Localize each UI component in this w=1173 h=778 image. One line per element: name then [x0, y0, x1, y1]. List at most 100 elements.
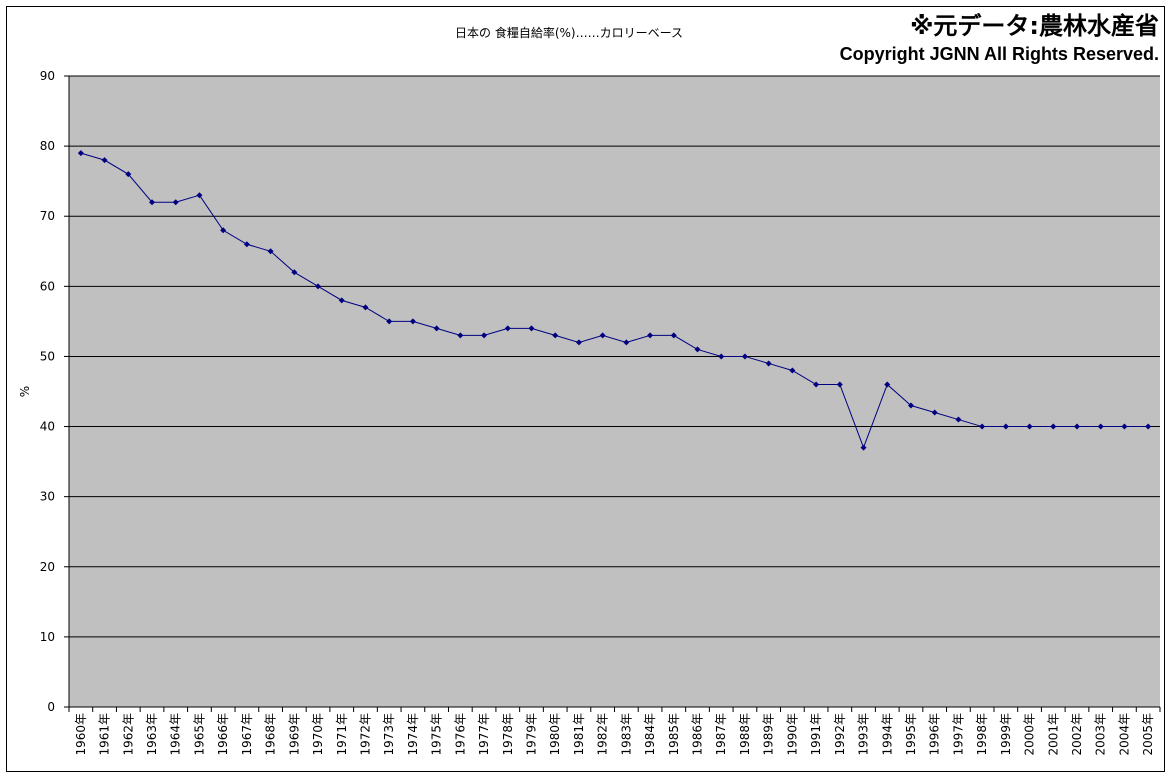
x-tick-label: 1997年 — [951, 713, 965, 756]
data-point — [1073, 423, 1080, 430]
data-point — [504, 325, 511, 332]
x-tick-label: 1973年 — [382, 713, 396, 756]
x-tick-label: 1992年 — [833, 713, 847, 756]
x-tick-label: 2004年 — [1117, 713, 1131, 756]
y-tick-label: 20 — [40, 560, 55, 574]
data-point — [765, 360, 772, 367]
x-tick-label: 1962年 — [121, 713, 135, 756]
data-point — [955, 416, 962, 423]
y-tick-label: 60 — [40, 279, 55, 293]
x-tick-label: 1966年 — [216, 713, 230, 756]
x-tick-label: 1968年 — [264, 713, 278, 756]
x-tick-label: 1971年 — [335, 713, 349, 756]
data-point — [196, 192, 203, 199]
x-tick-label: 1990年 — [785, 713, 799, 756]
data-point — [1145, 423, 1152, 430]
plot-area — [69, 76, 1160, 707]
data-point — [457, 332, 464, 339]
x-tick-label: 1980年 — [548, 713, 562, 756]
data-point — [291, 269, 298, 276]
data-point — [77, 150, 84, 157]
data-point — [362, 304, 369, 311]
x-tick-label: 1963年 — [145, 713, 159, 756]
x-tick-label: 1987年 — [714, 713, 728, 756]
data-point — [647, 332, 654, 339]
x-tick-label: 1989年 — [762, 713, 776, 756]
data-point — [599, 332, 606, 339]
data-point — [315, 283, 322, 290]
series-line — [80, 152, 1149, 450]
data-point — [623, 339, 630, 346]
x-tick-label: 1969年 — [287, 713, 301, 756]
data-point — [813, 381, 820, 388]
y-tick-label: 40 — [40, 420, 55, 434]
data-point — [267, 248, 274, 255]
x-tick-label: 1967年 — [240, 713, 254, 756]
data-point — [172, 199, 179, 206]
x-tick-label: 1991年 — [809, 713, 823, 756]
data-point — [528, 325, 535, 332]
x-tick-label: 1983年 — [619, 713, 633, 756]
x-tick-label: 1978年 — [501, 713, 515, 756]
x-tick-label: 1975年 — [430, 713, 444, 756]
data-point — [907, 402, 914, 409]
x-tick-label: 1988年 — [738, 713, 752, 756]
data-point — [979, 423, 986, 430]
x-tick-label: 1972年 — [358, 713, 372, 756]
data-points — [77, 150, 1152, 451]
data-point — [338, 297, 345, 304]
x-tick-label: 2001年 — [1046, 713, 1060, 756]
data-point — [125, 171, 132, 178]
data-point — [836, 381, 843, 388]
x-tick-label: 1993年 — [857, 713, 871, 756]
x-tick-label: 1961年 — [98, 713, 112, 756]
data-point — [789, 367, 796, 374]
data-point — [860, 444, 867, 451]
data-point — [481, 332, 488, 339]
y-axis-label: % — [18, 386, 32, 397]
x-tick-label: 1976年 — [453, 713, 467, 756]
y-tick-label: 70 — [40, 209, 55, 223]
data-point — [220, 227, 227, 234]
x-tick-label: 1965年 — [192, 713, 206, 756]
data-point — [575, 339, 582, 346]
y-tick-label: 10 — [40, 630, 55, 644]
x-tick-label: 1964年 — [169, 713, 183, 756]
source-note: ※元データ:農林水産省 — [910, 12, 1159, 40]
data-point — [741, 353, 748, 360]
x-tick-label: 1999年 — [999, 713, 1013, 756]
data-point — [1002, 423, 1009, 430]
y-tick-label: 30 — [40, 490, 55, 504]
data-point — [386, 318, 393, 325]
y-axis-ticks: 0 10 20 30 40 50 60 70 80 90 — [40, 69, 69, 714]
x-tick-label: 2002年 — [1070, 713, 1084, 756]
y-tick-label: 0 — [47, 700, 55, 714]
x-tick-label: 1977年 — [477, 713, 491, 756]
x-axis-ticks: 1960年 1961年 1962年 1963年 1964年 1965年 1966年 1967年… — [68, 707, 1161, 756]
x-tick-label: 2000年 — [1023, 713, 1037, 756]
data-point — [884, 381, 891, 388]
data-point — [243, 241, 250, 248]
y-tick-label: 80 — [40, 139, 55, 153]
data-point — [1026, 423, 1033, 430]
data-point — [101, 157, 108, 164]
x-tick-label: 1998年 — [975, 713, 989, 756]
data-point — [718, 353, 725, 360]
data-point — [670, 332, 677, 339]
x-tick-label: 1986年 — [691, 713, 705, 756]
x-tick-label: 1984年 — [643, 713, 657, 756]
data-point — [931, 409, 938, 416]
x-tick-label: 1974年 — [406, 713, 420, 756]
data-point — [1121, 423, 1128, 430]
x-tick-label: 1979年 — [524, 713, 538, 756]
x-tick-label: 2003年 — [1094, 713, 1108, 756]
x-tick-label: 1985年 — [667, 713, 681, 756]
x-tick-label: 1982年 — [596, 713, 610, 756]
x-tick-label: 1960年 — [74, 713, 88, 756]
data-point — [1050, 423, 1057, 430]
data-point — [433, 325, 440, 332]
x-tick-label: 1995年 — [904, 713, 918, 756]
data-point — [552, 332, 559, 339]
chart-title: 日本の 食糧自給率(%)……カロリーベース — [455, 26, 683, 40]
